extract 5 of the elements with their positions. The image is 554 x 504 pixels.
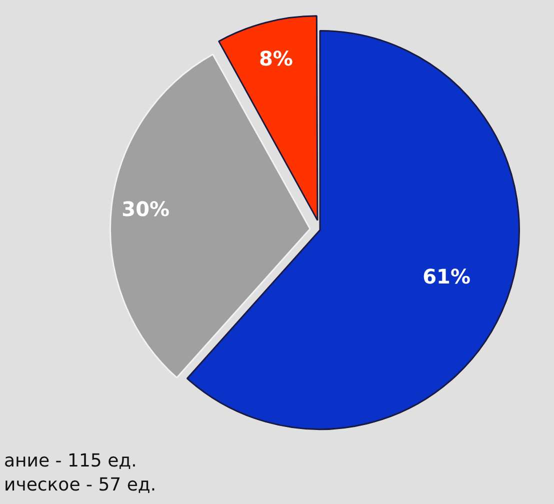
data-label: 8%	[258, 46, 293, 70]
data-label: 61%	[422, 264, 471, 289]
data-label: 30%	[122, 196, 170, 221]
slice-label: ическое - 57 ед.	[4, 474, 156, 496]
slice-label: ание - 115 ед.	[4, 450, 137, 472]
